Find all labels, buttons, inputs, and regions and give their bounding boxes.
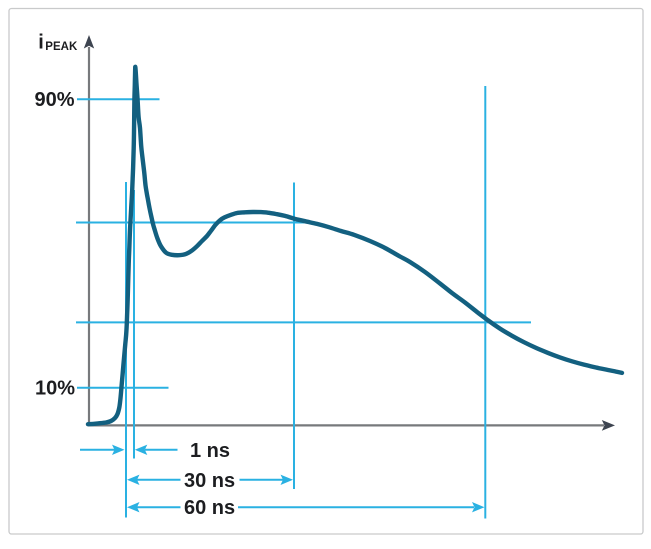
svg-text:i: i [38,32,44,54]
svg-text:10%: 10% [35,377,75,399]
svg-text:PEAK: PEAK [45,41,78,53]
svg-text:1 ns: 1 ns [190,440,230,462]
svg-text:60 ns: 60 ns [184,497,235,519]
svg-text:30 ns: 30 ns [184,470,235,492]
svg-text:90%: 90% [35,89,75,111]
